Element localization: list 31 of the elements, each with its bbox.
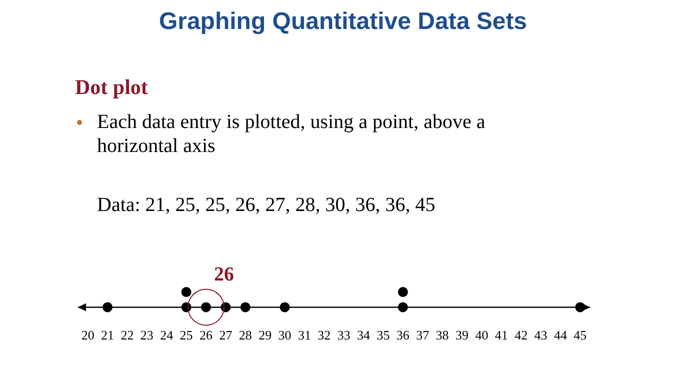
x-tick-label: 35 <box>376 328 390 343</box>
x-tick-label: 23 <box>140 328 154 343</box>
x-tick-label: 33 <box>337 328 350 343</box>
text: Each data entry is plotted, using a point, above a horizontal axis <box>97 111 486 157</box>
text: Data: 21, 25, 25, 26, 27, 28, 30, 36, 36, 45 <box>97 194 436 216</box>
x-tick-label: 34 <box>357 328 371 343</box>
x-tick-label: 26 <box>200 328 213 343</box>
x-tick-label: 44 <box>554 328 568 343</box>
x-tick-label: 31 <box>298 328 311 343</box>
x-tick-label: 21 <box>101 328 114 343</box>
x-tick-label: 27 <box>219 328 233 343</box>
x-tick-label: 45 <box>574 328 587 343</box>
x-tick-label: 32 <box>318 328 331 343</box>
annotation: 26 <box>214 263 234 286</box>
chart-title: Graphing Quantitative Data Sets <box>158 8 528 36</box>
x-tick-label: 39 <box>456 328 468 343</box>
x-tick-label: 25 <box>180 328 193 343</box>
x-tick-label: 42 <box>514 328 528 343</box>
x-tick-label: 30 <box>278 328 292 343</box>
x-tick-label: 20 <box>81 328 94 343</box>
x-tick-label: 43 <box>534 328 548 343</box>
x-tick-label: 28 <box>238 328 252 343</box>
x-tick-label: 38 <box>436 328 449 343</box>
x-tick-label: 40 <box>475 328 488 343</box>
x-tick-label: 22 <box>120 328 134 343</box>
x-tick-label: 37 <box>416 328 430 343</box>
x-tick-label: 29 <box>258 328 272 343</box>
x-tick-label: 41 <box>494 328 508 343</box>
x-tick-label: 24 <box>160 328 174 343</box>
x-tick-label: 36 <box>396 328 410 343</box>
chart-subtitle: Dot plot <box>75 75 148 100</box>
